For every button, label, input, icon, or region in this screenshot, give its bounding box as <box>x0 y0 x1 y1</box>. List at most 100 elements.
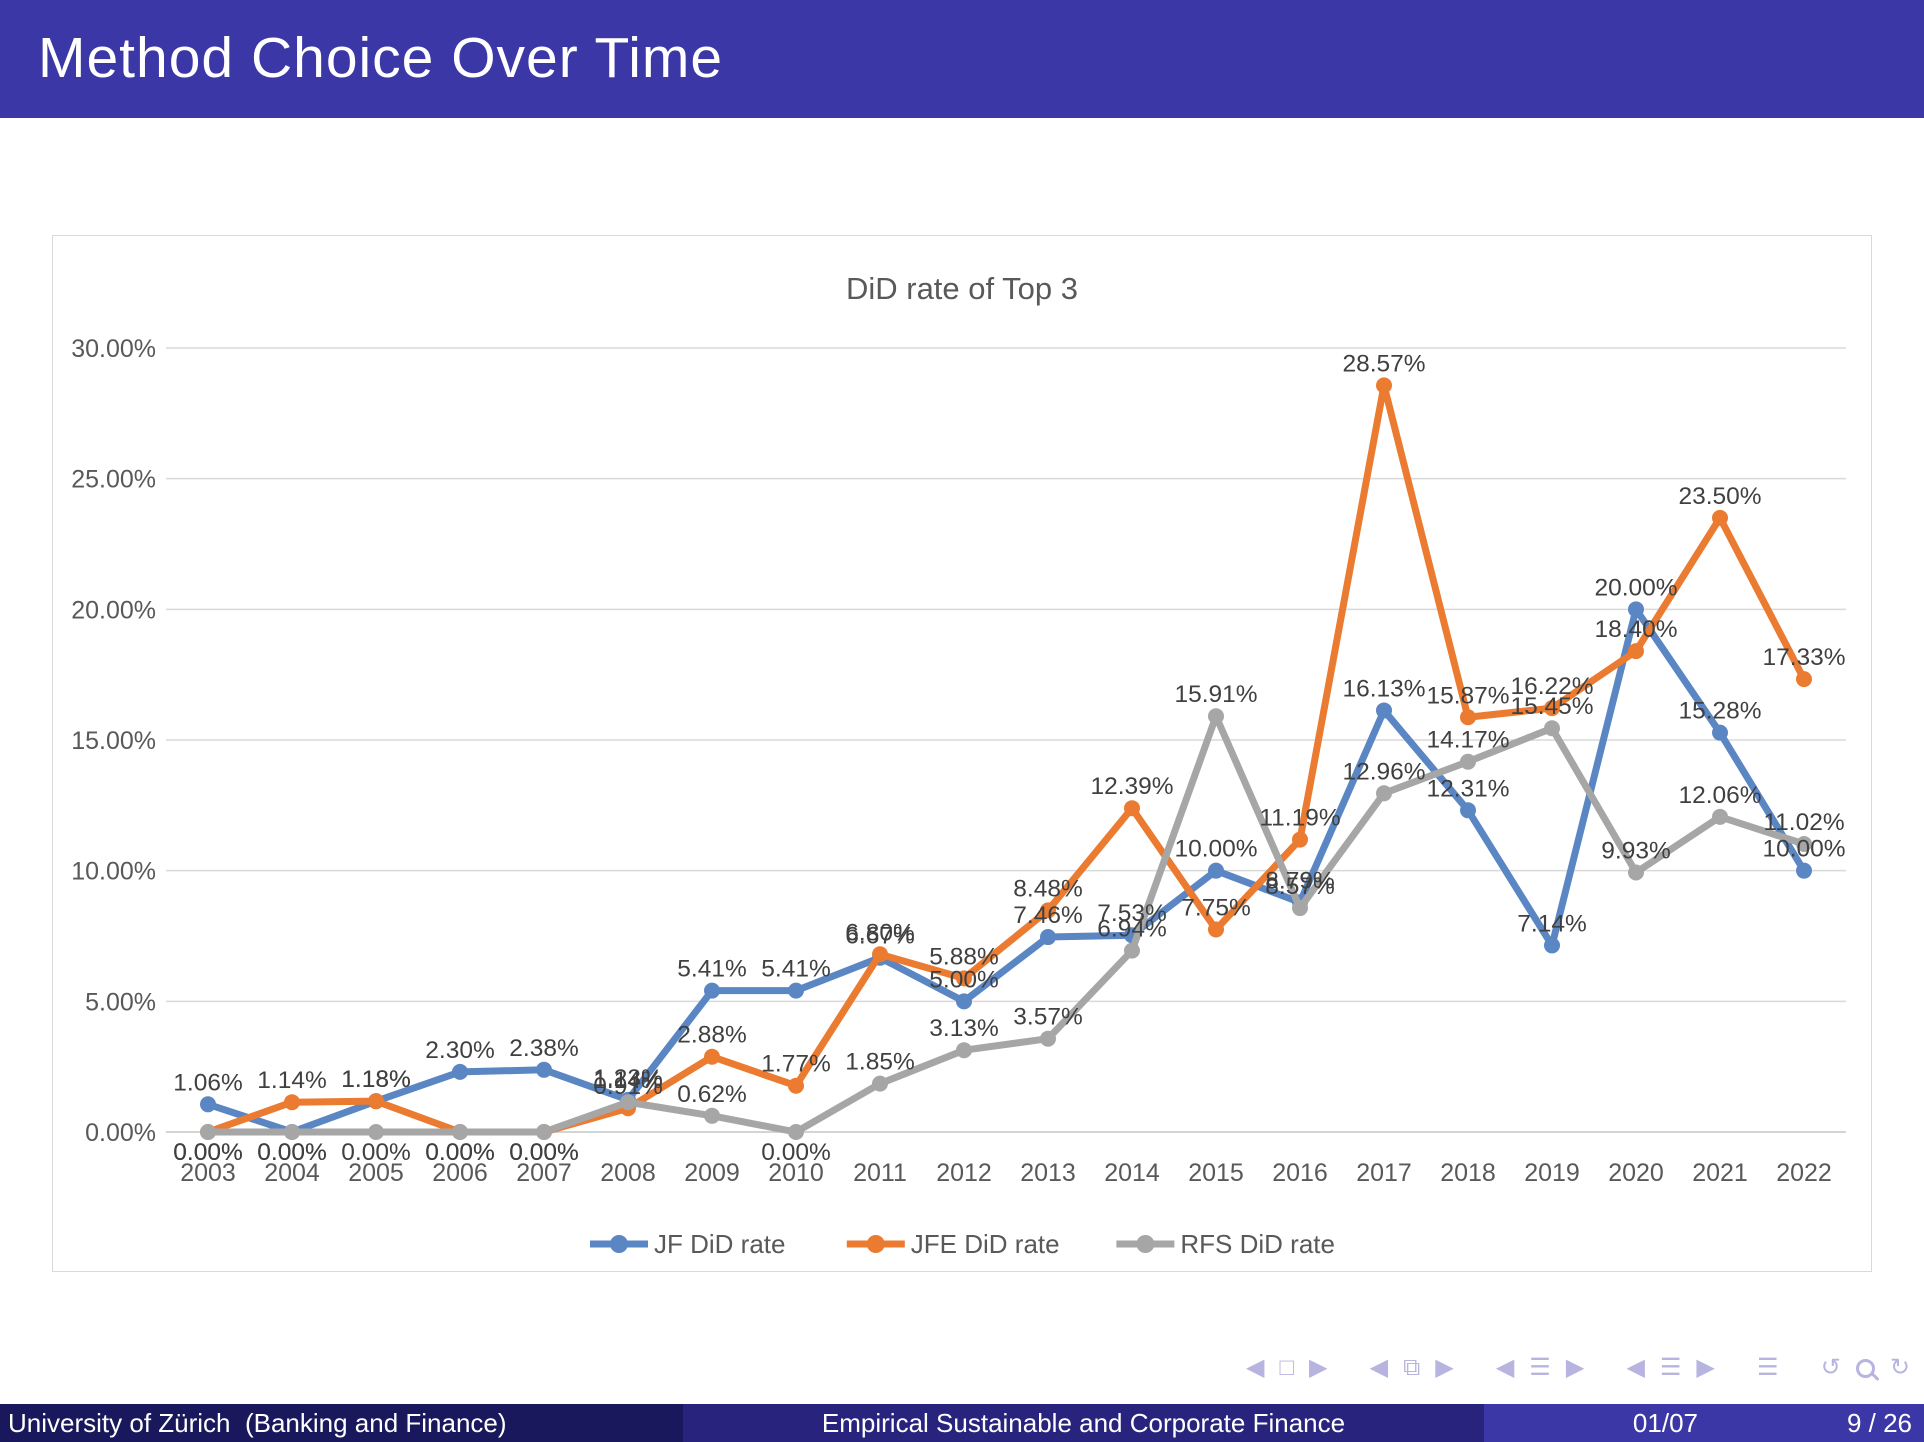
data-point <box>1376 702 1392 719</box>
nav-next-section-icon[interactable]: ▶ <box>1696 1354 1715 1381</box>
data-point <box>956 970 972 987</box>
data-label: 1.14% <box>593 1067 662 1094</box>
data-label: 5.88% <box>929 943 998 970</box>
data-point <box>200 1096 216 1113</box>
x-axis-tick-label: 2022 <box>1776 1159 1832 1187</box>
data-point <box>1124 942 1140 959</box>
slide-title: Method Choice Over Time <box>38 26 724 90</box>
did-rate-chart: DiD rate of Top 3 0.00% 5.00% 10.00% 15.00% 2… <box>71 271 1846 1259</box>
data-label: 1.06% <box>173 1069 242 1096</box>
data-label: 7.75% <box>1181 894 1250 921</box>
data-point <box>1544 720 1560 737</box>
data-label: 6.80% <box>845 919 914 946</box>
data-label: 0.62% <box>677 1081 746 1108</box>
y-axis-tick-label: 30.00% <box>71 335 156 363</box>
data-point <box>284 1094 300 1111</box>
data-label: 5.41% <box>761 956 830 983</box>
nav-next-frame-icon[interactable]: ▶ <box>1435 1354 1454 1381</box>
nav-next-subsection-icon[interactable]: ▶ <box>1565 1354 1585 1381</box>
legend-label: RFS DiD rate <box>1180 1229 1335 1259</box>
data-point <box>1376 785 1392 802</box>
nav-section-icon[interactable]: ☰ <box>1659 1354 1682 1381</box>
data-point <box>1796 862 1812 879</box>
y-axis-tick-label: 25.00% <box>71 466 156 494</box>
footer-bar: University of Zürich (Banking and Financ… <box>0 1404 1924 1442</box>
data-point <box>872 946 888 963</box>
data-point <box>1124 800 1140 817</box>
data-label: 11.19% <box>1259 805 1340 832</box>
data-label: 0.00% <box>341 1139 410 1166</box>
data-label: 6.94% <box>1097 916 1166 943</box>
nav-prev-frame-icon[interactable]: ◀ <box>1369 1354 1389 1381</box>
data-point <box>1208 862 1224 879</box>
footer-page-number: 9 / 26 <box>1846 1408 1912 1438</box>
x-axis-tick-label: 2020 <box>1608 1159 1664 1187</box>
data-label: 0.00% <box>425 1139 494 1166</box>
jfe-did-rate-line <box>204 381 1808 1136</box>
data-point <box>536 1124 552 1140</box>
data-point <box>1460 709 1476 726</box>
nav-subsection-icon[interactable]: ☰ <box>1529 1354 1551 1381</box>
nav-group: ◀ ☰ ▶ <box>1626 1356 1714 1380</box>
x-axis-tick-label: 2005 <box>348 1159 404 1187</box>
data-point <box>788 1124 804 1140</box>
data-point <box>1040 1030 1056 1047</box>
data-point <box>200 1124 216 1140</box>
data-label: 0.00% <box>257 1139 326 1166</box>
data-point <box>1376 377 1392 394</box>
data-label: 12.96% <box>1342 758 1425 785</box>
nav-appendix-icon[interactable]: ☰ <box>1757 1354 1779 1381</box>
chart-title: DiD rate of Top 3 <box>846 271 1078 306</box>
x-axis-tick-label: 2016 <box>1272 1159 1328 1187</box>
x-axis-tick-label: 2010 <box>768 1159 824 1187</box>
data-label: 1.23% <box>593 1065 662 1092</box>
slide-title-bar: Method Choice Over Time <box>0 0 1924 118</box>
nav-frame-stack-icon[interactable]: ⧉ <box>1403 1354 1421 1381</box>
data-label: 12.39% <box>1090 773 1173 800</box>
data-label: 16.22% <box>1510 673 1593 700</box>
data-label: 10.00% <box>1762 836 1845 863</box>
data-point <box>1796 671 1812 688</box>
beamer-navigation-bar: ◀ □ ▶ ◀ ⧉ ▶ ◀ ☰ ▶ ◀ ☰ ▶ ☰ ↺ ↻ <box>1246 1348 1910 1388</box>
x-axis-tick-label: 2021 <box>1692 1159 1748 1187</box>
data-point <box>1544 937 1560 954</box>
nav-next-slide-icon[interactable]: ▶ <box>1308 1354 1328 1381</box>
data-label: 2.88% <box>677 1022 746 1049</box>
data-label: 0.00% <box>761 1139 830 1166</box>
data-label: 18.40% <box>1594 616 1677 643</box>
data-label: 3.13% <box>929 1015 998 1042</box>
data-label: 15.87% <box>1426 682 1509 709</box>
data-label: 3.57% <box>1013 1004 1082 1031</box>
data-point <box>1712 808 1728 825</box>
data-label: 10.00% <box>1174 836 1257 863</box>
nav-group: ◀ □ ▶ <box>1246 1356 1327 1380</box>
data-point <box>788 982 804 999</box>
nav-prev-subsection-icon[interactable]: ◀ <box>1495 1354 1515 1381</box>
data-label: 15.45% <box>1510 693 1593 720</box>
legend-marker-dot <box>610 1235 628 1253</box>
x-axis-tick-label: 2012 <box>936 1159 992 1187</box>
data-point <box>1292 900 1308 917</box>
data-label: 1.85% <box>845 1049 914 1076</box>
data-point <box>1460 802 1476 819</box>
nav-group: ◀ ⧉ ▶ <box>1370 1356 1454 1380</box>
data-point <box>1796 836 1812 853</box>
data-point <box>1460 753 1476 770</box>
data-label: 16.13% <box>1342 675 1425 702</box>
data-label: 6.67% <box>845 923 914 950</box>
data-label: 1.18% <box>341 1066 410 1093</box>
data-label: 0.00% <box>173 1139 242 1166</box>
data-label: 0.00% <box>425 1139 494 1166</box>
nav-forward-icon[interactable]: ↻ <box>1889 1354 1910 1381</box>
x-axis-tick-label: 2008 <box>600 1159 656 1187</box>
nav-search-icon[interactable] <box>1855 1358 1875 1378</box>
nav-back-icon[interactable]: ↺ <box>1820 1354 1841 1381</box>
nav-frame-icon[interactable]: □ <box>1279 1354 1294 1381</box>
data-point <box>956 993 972 1010</box>
nav-prev-section-icon[interactable]: ◀ <box>1626 1354 1645 1381</box>
rfs-did-rate-line <box>204 712 1808 1136</box>
data-point <box>620 1094 636 1111</box>
data-label: 20.00% <box>1594 574 1677 601</box>
nav-prev-slide-icon[interactable]: ◀ <box>1246 1354 1265 1381</box>
nav-group: ☰ <box>1757 1356 1779 1380</box>
